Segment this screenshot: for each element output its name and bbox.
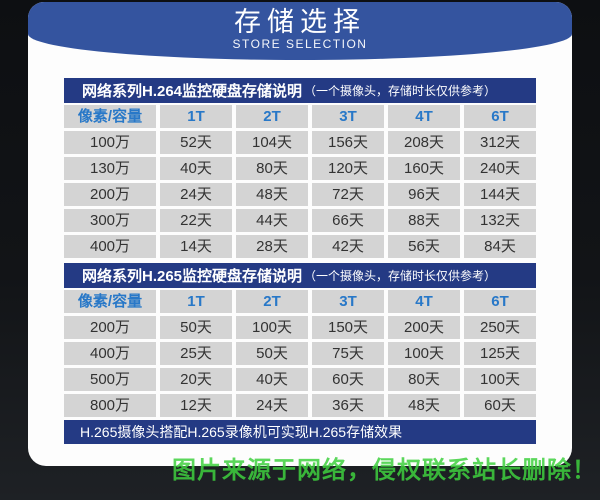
data-cell: 125天 bbox=[464, 342, 536, 365]
data-cell: 48天 bbox=[388, 394, 460, 417]
data-cell: 96天 bbox=[388, 183, 460, 206]
data-cell: 20天 bbox=[160, 368, 232, 391]
data-cell: 40天 bbox=[236, 368, 308, 391]
h265-table-grid: 像素/容量 1T 2T 3T 4T 6T 200万 50天 100天 150天 200天 250天 40… bbox=[64, 290, 536, 417]
data-cell: 50天 bbox=[160, 316, 232, 339]
column-header-cell: 1T bbox=[160, 290, 232, 313]
column-header-cell: 像素/容量 bbox=[64, 105, 156, 128]
column-header-cell: 3T bbox=[312, 290, 384, 313]
data-cell: 50天 bbox=[236, 342, 308, 365]
data-cell: 42天 bbox=[312, 235, 384, 258]
data-cell: 14天 bbox=[160, 235, 232, 258]
row-label-cell: 400万 bbox=[64, 342, 156, 365]
data-cell: 120天 bbox=[312, 157, 384, 180]
column-header-cell: 2T bbox=[236, 105, 308, 128]
h265-table-title: 网络系列H.265监控硬盘存储说明 bbox=[82, 268, 303, 285]
row-label-cell: 200万 bbox=[64, 316, 156, 339]
data-cell: 48天 bbox=[236, 183, 308, 206]
data-cell: 25天 bbox=[160, 342, 232, 365]
column-header-cell: 6T bbox=[464, 290, 536, 313]
data-cell: 208天 bbox=[388, 131, 460, 154]
column-header-cell: 4T bbox=[388, 105, 460, 128]
row-label-cell: 130万 bbox=[64, 157, 156, 180]
data-cell: 24天 bbox=[236, 394, 308, 417]
data-cell: 12天 bbox=[160, 394, 232, 417]
page-title: 存储选择 bbox=[234, 7, 366, 37]
row-label-cell: 100万 bbox=[64, 131, 156, 154]
storage-selection-card: 存储选择 STORE SELECTION 网络系列H.264监控硬盘存储说明 （… bbox=[28, 2, 572, 466]
h264-table-note: （一个摄像头，存储时长仅供参考） bbox=[304, 84, 497, 98]
data-cell: 80天 bbox=[388, 368, 460, 391]
storage-table-h265: 网络系列H.265监控硬盘存储说明 （一个摄像头，存储时长仅供参考） 像素/容量… bbox=[64, 263, 536, 444]
data-cell: 100天 bbox=[388, 342, 460, 365]
column-header-cell: 4T bbox=[388, 290, 460, 313]
storage-table-h264: 网络系列H.264监控硬盘存储说明 （一个摄像头，存储时长仅供参考） 像素/容量… bbox=[64, 78, 536, 258]
row-label-cell: 500万 bbox=[64, 368, 156, 391]
section-header-banner: 存储选择 STORE SELECTION bbox=[28, 2, 572, 60]
column-header-cell: 3T bbox=[312, 105, 384, 128]
data-cell: 144天 bbox=[464, 183, 536, 206]
column-header-cell: 像素/容量 bbox=[64, 290, 156, 313]
row-label-cell: 300万 bbox=[64, 209, 156, 232]
h264-table-title: 网络系列H.264监控硬盘存储说明 bbox=[82, 83, 303, 100]
h264-table-title-bar: 网络系列H.264监控硬盘存储说明 （一个摄像头，存储时长仅供参考） bbox=[64, 78, 536, 103]
data-cell: 22天 bbox=[160, 209, 232, 232]
data-cell: 240天 bbox=[464, 157, 536, 180]
data-cell: 312天 bbox=[464, 131, 536, 154]
data-cell: 250天 bbox=[464, 316, 536, 339]
data-cell: 66天 bbox=[312, 209, 384, 232]
data-cell: 160天 bbox=[388, 157, 460, 180]
watermark-text: 图片来源于网络，侵权联系站长删除！ bbox=[172, 457, 597, 484]
data-cell: 80天 bbox=[236, 157, 308, 180]
row-label-cell: 400万 bbox=[64, 235, 156, 258]
data-cell: 60天 bbox=[464, 394, 536, 417]
page-subtitle: STORE SELECTION bbox=[232, 37, 368, 51]
data-cell: 56天 bbox=[388, 235, 460, 258]
data-cell: 44天 bbox=[236, 209, 308, 232]
data-cell: 156天 bbox=[312, 131, 384, 154]
data-cell: 88天 bbox=[388, 209, 460, 232]
data-cell: 28天 bbox=[236, 235, 308, 258]
h265-table-note: （一个摄像头，存储时长仅供参考） bbox=[304, 269, 497, 283]
h264-table-grid: 像素/容量 1T 2T 3T 4T 6T 100万 52天 104天 156天 208天 312天 13… bbox=[64, 105, 536, 258]
data-cell: 150天 bbox=[312, 316, 384, 339]
column-header-cell: 6T bbox=[464, 105, 536, 128]
data-cell: 100天 bbox=[464, 368, 536, 391]
data-cell: 40天 bbox=[160, 157, 232, 180]
row-label-cell: 200万 bbox=[64, 183, 156, 206]
data-cell: 84天 bbox=[464, 235, 536, 258]
h265-table-title-bar: 网络系列H.265监控硬盘存储说明 （一个摄像头，存储时长仅供参考） bbox=[64, 263, 536, 288]
data-cell: 200天 bbox=[388, 316, 460, 339]
data-cell: 132天 bbox=[464, 209, 536, 232]
data-cell: 75天 bbox=[312, 342, 384, 365]
h265-footer-note: H.265摄像头搭配H.265录像机可实现H.265存储效果 bbox=[64, 420, 536, 444]
column-header-cell: 1T bbox=[160, 105, 232, 128]
tables-area: 网络系列H.264监控硬盘存储说明 （一个摄像头，存储时长仅供参考） 像素/容量… bbox=[64, 78, 536, 449]
data-cell: 36天 bbox=[312, 394, 384, 417]
row-label-cell: 800万 bbox=[64, 394, 156, 417]
data-cell: 60天 bbox=[312, 368, 384, 391]
data-cell: 24天 bbox=[160, 183, 232, 206]
column-header-cell: 2T bbox=[236, 290, 308, 313]
data-cell: 52天 bbox=[160, 131, 232, 154]
data-cell: 104天 bbox=[236, 131, 308, 154]
data-cell: 72天 bbox=[312, 183, 384, 206]
data-cell: 100天 bbox=[236, 316, 308, 339]
